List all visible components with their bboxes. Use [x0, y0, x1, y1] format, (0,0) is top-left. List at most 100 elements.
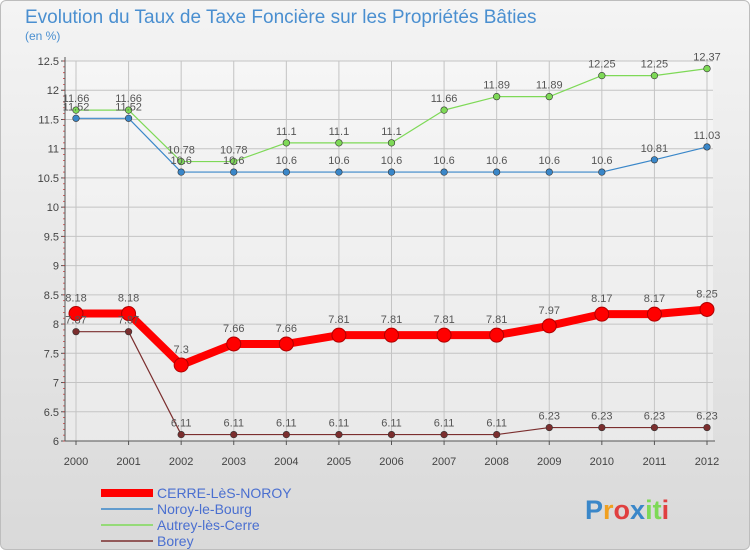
data-point	[124, 106, 133, 114]
data-label: 8.17	[644, 293, 665, 305]
data-point	[703, 64, 711, 73]
data-label: 7.87	[65, 315, 86, 327]
data-point	[230, 430, 238, 439]
data-point	[703, 143, 711, 151]
y-tick-label: 12	[47, 85, 59, 97]
data-label: 7.3	[174, 344, 189, 356]
data-point	[703, 423, 711, 432]
data-label: 6.11	[486, 418, 507, 430]
y-tick-label: 12.5	[38, 56, 59, 68]
data-label: 10.78	[167, 145, 195, 157]
data-label: 7.81	[433, 314, 454, 326]
x-tick-label: 2001	[116, 456, 140, 468]
data-point	[335, 168, 343, 176]
logo-letter: P	[585, 495, 603, 525]
data-label: 11.89	[483, 80, 510, 92]
data-point	[440, 106, 448, 114]
y-tick-label: 9.5	[44, 231, 59, 243]
data-point	[124, 114, 133, 122]
data-point	[72, 106, 80, 114]
y-tick-label: 8.5	[44, 290, 59, 302]
y-tick-label: 10	[47, 202, 59, 214]
data-label: 11.66	[431, 93, 458, 105]
x-tick-label: 2000	[64, 456, 88, 468]
legend: CERRE-LèS-NOROYNoroy-le-BourgAutrey-lès-…	[101, 485, 292, 549]
data-label: 10.6	[539, 155, 560, 167]
data-label: 7.81	[486, 314, 507, 326]
y-tick-label: 6.5	[44, 407, 59, 419]
data-point	[230, 157, 238, 166]
data-label: 6.11	[329, 418, 350, 430]
x-tick-label: 2012	[695, 456, 719, 468]
data-label: 10.6	[591, 155, 612, 167]
data-label: 7.87	[118, 315, 139, 327]
data-point	[598, 423, 606, 432]
data-label: 8.18	[118, 293, 139, 305]
data-point	[177, 157, 185, 166]
data-point	[489, 327, 505, 343]
x-tick-label: 2007	[432, 456, 456, 468]
gridlines	[65, 60, 713, 442]
data-point	[72, 114, 80, 122]
y-tick-label: 7.5	[44, 348, 59, 360]
proxiti-logo: Proxiti	[585, 495, 669, 525]
data-labels: 8.18 8.18 7.3 7.66 7.66 7.81 7.81 7.81 7.81 7.97 8…	[63, 52, 721, 430]
data-point	[177, 430, 185, 439]
y-tick-label: 7	[53, 378, 59, 390]
data-point	[335, 139, 343, 147]
data-point	[699, 301, 715, 317]
data-label: 6.11	[171, 418, 192, 430]
data-point	[387, 139, 396, 147]
data-label: 11.66	[115, 93, 142, 105]
data-point	[282, 168, 290, 176]
data-point	[436, 327, 452, 343]
data-point	[278, 336, 294, 352]
data-label: 10.78	[220, 145, 248, 157]
data-point	[541, 318, 557, 334]
data-point	[68, 306, 84, 322]
data-label: 7.81	[328, 314, 349, 326]
data-label: 6.11	[276, 418, 297, 430]
data-label: 10.6	[328, 155, 349, 167]
data-point	[594, 306, 610, 322]
data-point	[331, 327, 347, 343]
data-point	[121, 306, 137, 322]
data-label: 11.52	[115, 101, 142, 113]
y-tick-label: 9	[53, 261, 59, 273]
x-tick-label: 2011	[643, 456, 667, 468]
y-tick-label: 6	[53, 436, 59, 448]
data-label: 8.18	[65, 293, 86, 305]
x-tick-label: 2005	[327, 456, 351, 468]
legend-label-2: Autrey-lès-Cerre	[157, 517, 260, 533]
data-point	[124, 328, 133, 336]
data-label: 8.17	[591, 293, 612, 305]
data-label: 6.23	[539, 411, 560, 423]
data-point	[493, 430, 501, 439]
data-label: 7.66	[276, 323, 297, 335]
x-tick-label: 2003	[222, 456, 246, 468]
data-label: 6.23	[644, 411, 665, 423]
data-label: 10.6	[486, 155, 507, 167]
x-tick-label: 2010	[590, 456, 614, 468]
logo-letter: o	[614, 495, 631, 525]
data-point	[545, 93, 553, 101]
data-point	[598, 168, 606, 176]
data-point	[545, 168, 553, 176]
logo-text: Proxiti	[585, 495, 669, 525]
logo-letter: r	[603, 495, 614, 525]
logo-letter: i	[645, 495, 653, 525]
data-point	[282, 430, 290, 439]
data-label: 10.6	[381, 155, 402, 167]
data-point	[440, 168, 448, 176]
axes: 6 6.5 7 7.5 8 8.5 9 9.5 10 10.5 11 11.5 12 12.5 2000 20…	[38, 56, 720, 468]
data-label: 10.6	[170, 155, 191, 167]
logo-letter: x	[630, 495, 645, 525]
data-point	[387, 430, 396, 439]
data-point	[650, 72, 659, 80]
data-label: 10.6	[276, 155, 297, 167]
data-label: 11.52	[63, 101, 90, 113]
data-label: 11.1	[381, 126, 402, 138]
plot-area	[65, 61, 713, 441]
